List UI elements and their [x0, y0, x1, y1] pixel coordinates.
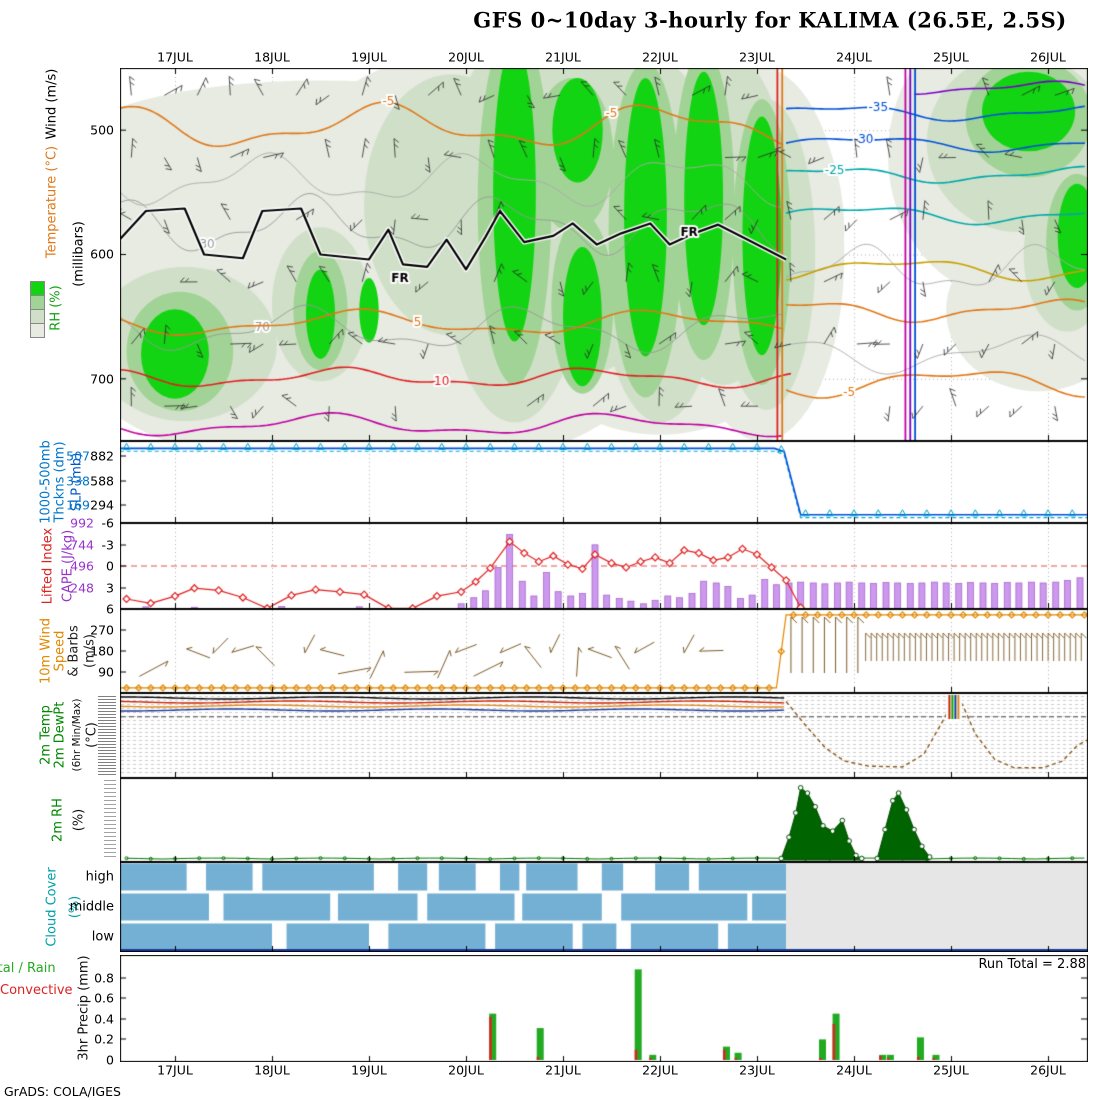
wind-axis-label: Wind (m/s): [44, 68, 60, 140]
precip-axis-label: 3hr Precip (mm): [76, 955, 92, 1061]
precip-convective-legend: Convective: [0, 983, 73, 998]
slp-tick: 294: [90, 497, 114, 513]
minmax-label: (6hr Min/Max): [71, 698, 83, 772]
date-label-bottom: 23JUL: [739, 1062, 775, 1078]
slp-tick: 882: [90, 448, 114, 464]
date-label-top: 18JUL: [254, 49, 290, 65]
lifted-index-tick: 0: [106, 558, 114, 574]
cape-tick: 496: [70, 558, 94, 574]
rh2m-label: 2m RH: [50, 798, 66, 842]
wind-dir-tick: 90: [98, 664, 114, 680]
rh-axis-label: RH (%): [48, 285, 64, 331]
run-total: Run Total = 2.88: [978, 957, 1086, 972]
thickness-tick: 169: [66, 497, 90, 513]
date-label-top: 25JUL: [933, 49, 969, 65]
date-label-top: 24JUL: [836, 49, 872, 65]
grads-credit: GrADS: COLA/IGES: [4, 1084, 121, 1099]
wind10m-label-line3: & Barbs: [66, 625, 82, 677]
date-label-bottom: 19JUL: [351, 1062, 387, 1078]
lifted-index-label: Lifted Index: [40, 527, 56, 605]
date-label-bottom: 20JUL: [448, 1062, 484, 1078]
temp2m-label: 2m Temp: [38, 705, 54, 765]
date-label-top: 26JUL: [1030, 49, 1066, 65]
cloud-row-label: low: [91, 929, 114, 945]
lifted-index-tick: -3: [101, 537, 114, 553]
precip-tick: 0.4: [94, 1011, 114, 1027]
date-label-top: 17JUL: [157, 49, 193, 65]
rh-2m-panel: [120, 778, 1088, 862]
rh2m-axis-ticks: [104, 780, 116, 860]
pressure-tick: 500: [90, 122, 114, 138]
precip-tick: 0.8: [94, 970, 114, 986]
date-label-top: 21JUL: [545, 49, 581, 65]
cloud-cover-label: Cloud Cover: [44, 867, 60, 947]
date-label-top: 22JUL: [642, 49, 678, 65]
date-label-bottom: 25JUL: [933, 1062, 969, 1078]
rh2m-units-label: (%): [71, 808, 87, 832]
cape-li-panel: [120, 523, 1088, 609]
cloud-row-label: middle: [69, 899, 114, 915]
pressure-tick: 700: [90, 371, 114, 387]
rh-colorbar-cell: [30, 309, 45, 324]
date-label-top: 19JUL: [351, 49, 387, 65]
wind10m-label-line2: Speed: [52, 630, 68, 672]
cloud-row-label: high: [85, 869, 114, 885]
slp-thickness-panel: [120, 441, 1088, 523]
rh-colorbar-cell: [30, 281, 45, 296]
upper-air-panel: [120, 68, 1088, 441]
thickness-tick: 507: [66, 448, 90, 464]
precip-tick: 0: [106, 1052, 114, 1068]
temperature-axis-label: Temperature (°C): [44, 145, 60, 259]
cape-tick: 744: [70, 537, 94, 553]
wind-10m-panel: [120, 609, 1088, 693]
precip-panel: [120, 955, 1088, 1062]
wind10m-label-line1: 10m Wind: [38, 617, 54, 685]
temp2m-axis-ticks: [98, 696, 116, 775]
precip-tick: 0.6: [94, 990, 114, 1006]
lifted-index-tick: 3: [106, 580, 114, 596]
dewpt2m-label: 2m DewPt: [52, 701, 68, 769]
date-label-bottom: 18JUL: [254, 1062, 290, 1078]
date-label-bottom: 26JUL: [1030, 1062, 1066, 1078]
date-label-top: 20JUL: [448, 49, 484, 65]
wind-dir-tick: 270: [90, 622, 114, 638]
rh-colorbar-cell: [30, 323, 45, 338]
date-label-top: 23JUL: [739, 49, 775, 65]
temp-2m-panel: [120, 693, 1088, 778]
cape-tick: 248: [70, 580, 94, 596]
date-label-bottom: 17JUL: [157, 1062, 193, 1078]
precip-total-legend: Total / Rain: [0, 961, 56, 976]
date-label-bottom: 21JUL: [545, 1062, 581, 1078]
date-label-bottom: 22JUL: [642, 1062, 678, 1078]
rh-colorbar-cell: [30, 295, 45, 310]
millibars-axis-label: (millibars): [71, 221, 87, 287]
thickness-label-line1: 1000-500mb: [38, 440, 54, 524]
rh-colorbar: [30, 281, 45, 338]
cloud-cover-panel: [120, 862, 1088, 952]
cape-tick: 992: [70, 515, 94, 531]
slp-tick: 588: [90, 473, 114, 489]
lifted-index-tick: -6: [101, 515, 114, 531]
lifted-index-tick: 6: [106, 601, 114, 617]
chart-title: GFS 0~10day 3-hourly for KALIMA (26.5E, …: [473, 7, 1067, 33]
precip-tick: 0.2: [94, 1031, 114, 1047]
date-label-bottom: 24JUL: [836, 1062, 872, 1078]
thickness-tick: 338: [66, 473, 90, 489]
pressure-tick: 600: [90, 246, 114, 262]
wind-dir-tick: 180: [90, 643, 114, 659]
